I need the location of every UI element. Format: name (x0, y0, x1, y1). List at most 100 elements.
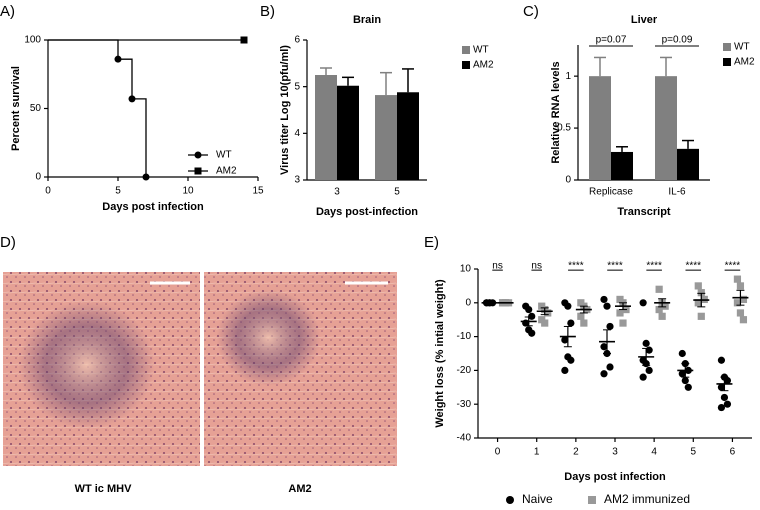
y-tick-label: 10 (460, 264, 472, 275)
bar (611, 151, 633, 180)
significance: **** (607, 261, 623, 272)
x-tick-label: 6 (730, 447, 736, 458)
x-tick-label: 15 (252, 186, 264, 197)
marker (655, 305, 663, 314)
histology-panels: D) WT ic MHV AM2 (0, 234, 397, 495)
y-tick-label: 5 (294, 81, 300, 92)
y-tick-label: 0 (465, 297, 471, 308)
legend-label: Naive (522, 492, 553, 506)
legend-swatch (462, 61, 470, 69)
legend-label: AM2 (216, 166, 237, 177)
significance: **** (646, 261, 662, 272)
x-axis-label: Transcript (617, 206, 671, 218)
legend-label: WT (216, 150, 232, 161)
legend-marker (194, 167, 202, 175)
marker (567, 356, 575, 364)
marker (733, 299, 742, 307)
marker (681, 376, 689, 385)
x-axis-label: Days post infection (564, 471, 666, 483)
y-tick-label: 0 (35, 172, 41, 183)
marker (697, 312, 705, 320)
survival-line (48, 39, 147, 177)
y-axis-label: Virus titer Log 10(pfu/ml) (279, 45, 291, 175)
y-tick-label: 3 (294, 175, 300, 186)
significance: **** (725, 261, 741, 272)
panel-label: A) (0, 3, 15, 20)
marker (642, 339, 650, 347)
y-tick-label: -40 (457, 433, 472, 444)
marker (694, 282, 702, 290)
y-tick-label: 4 (294, 128, 300, 139)
marker (684, 383, 692, 391)
marker (544, 309, 552, 317)
marker (645, 366, 653, 374)
y-tick-label: 100 (24, 35, 41, 46)
legend-label: WT (473, 45, 489, 56)
marker (739, 295, 748, 304)
marker (655, 285, 663, 293)
marker (717, 356, 726, 364)
marker (606, 363, 614, 371)
annotation: p=0.09 (662, 35, 693, 46)
marker (619, 319, 627, 327)
significance: **** (568, 261, 584, 272)
marker (240, 36, 248, 44)
chart-title: Brain (353, 14, 381, 26)
bar (375, 95, 397, 180)
marker (525, 305, 533, 314)
legend-label: AM2 (473, 60, 494, 71)
x-tick-label: 0 (45, 186, 51, 197)
marker (577, 312, 585, 320)
y-tick-label: -10 (457, 331, 472, 342)
marker (678, 370, 686, 378)
marker (717, 383, 726, 391)
significance: ns (492, 261, 503, 272)
x-tick-label: 5 (115, 186, 121, 197)
bar (397, 92, 419, 180)
image-caption: AM2 (288, 483, 311, 495)
lesion (10, 288, 180, 448)
marker (564, 302, 572, 310)
x-tick-label: IL-6 (668, 187, 686, 198)
x-tick-label: 5 (691, 447, 697, 458)
bar (337, 85, 359, 180)
bar (677, 148, 699, 180)
legend-label: AM2 (734, 57, 755, 68)
marker (541, 319, 549, 327)
marker (561, 366, 569, 374)
marker (658, 312, 666, 320)
marker (600, 343, 608, 351)
marker (739, 316, 748, 324)
bar (655, 76, 677, 180)
marker (639, 299, 647, 307)
x-tick-label: 1 (534, 447, 540, 458)
marker (694, 299, 702, 307)
legend-swatch (723, 58, 731, 66)
legend-label: AM2 immunized (604, 492, 690, 506)
marker (697, 289, 705, 297)
x-axis-label: Days post infection (102, 201, 204, 213)
marker (600, 295, 608, 304)
x-tick-label: 4 (651, 447, 657, 458)
marker (661, 302, 669, 310)
significance: **** (685, 261, 701, 272)
y-axis-label: Relative RNA levels (550, 61, 562, 163)
panel-label: C) (523, 3, 539, 20)
marker (600, 370, 608, 378)
y-tick-label: 6 (294, 35, 300, 46)
image-caption: WT ic MHV (75, 483, 132, 495)
y-tick-label: 0 (565, 175, 571, 186)
bar (315, 75, 337, 180)
marker (606, 322, 614, 331)
legend-marker (194, 151, 202, 159)
y-tick-label: 0.5 (557, 123, 571, 134)
marker (733, 275, 742, 283)
marker (603, 302, 611, 310)
marker (561, 336, 569, 344)
x-tick-label: 3 (334, 187, 340, 198)
x-tick-label: 5 (394, 187, 400, 198)
marker (736, 309, 745, 317)
y-tick-label: -20 (457, 365, 472, 376)
marker (717, 403, 726, 412)
